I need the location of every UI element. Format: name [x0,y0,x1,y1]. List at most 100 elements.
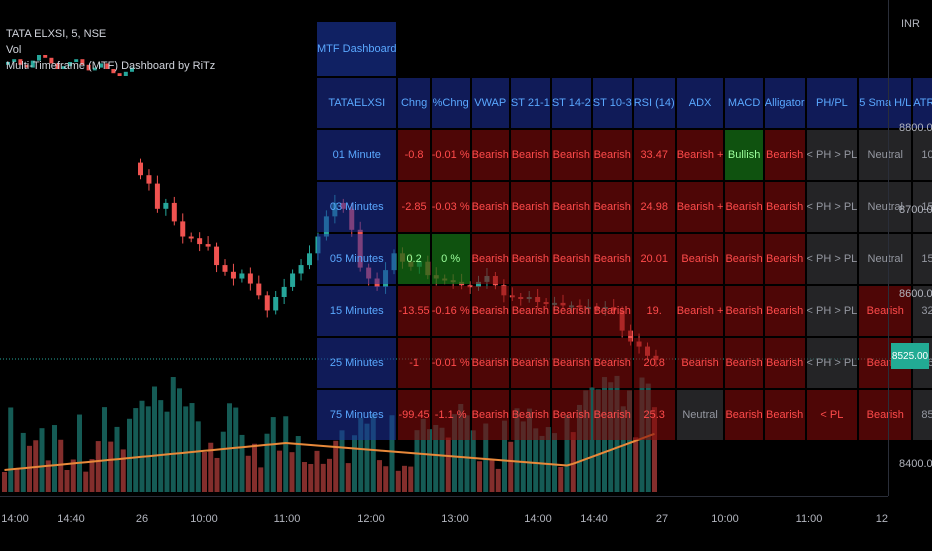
dashboard-cell: Bearish [592,130,632,180]
dashboard-cell: -2.85 [398,182,430,232]
volume-bar [258,467,264,492]
candle [111,69,116,74]
volume-bar [102,407,107,492]
price-label: 8800.00 [899,122,932,134]
timeframe-cell: 75 Minutes [317,390,397,440]
volume-bar [508,441,514,492]
candle [197,238,203,245]
dashboard-cell: Neutral [859,182,912,232]
candle [61,66,66,69]
dashboard-row: 75 Minutes -99.45 -1.1 % Bearish Bearish Bear… [317,390,932,440]
candle [92,67,97,71]
dashboard-cell: Bearish [510,234,550,284]
volume-bar [270,417,276,492]
dashboard-cell: Bearish [510,338,550,388]
dashboard-cell: < PH > PL [806,234,858,284]
dashboard-cell: 20.8 [633,338,675,388]
volume-bar [177,388,182,492]
candle [130,67,134,72]
dashboard-cell: Bearish [471,338,509,388]
dashboard-header: ADX [676,78,724,128]
volume-bar [408,466,414,492]
volume-bar [158,400,164,492]
dashboard-header: Chng [398,78,430,128]
dashboard-cell: < PH > PL [806,338,858,388]
dashboard-cell: Bearish [592,286,632,336]
time-label: 12 [875,513,888,525]
dashboard-cell: 32.12 [913,286,932,336]
dashboard-cell: Bearish [592,234,632,284]
dashboard-cell: Bearish [676,338,724,388]
volume-bar [414,430,420,492]
candle [6,62,10,65]
dashboard-cell: < PL [806,390,858,440]
volume-bar [208,442,214,492]
dashboard-cell: -0.16 % [431,286,470,336]
dashboard-cell: Bearish [471,234,509,284]
volume-bar [358,417,364,492]
volume-bar [64,470,70,492]
candle [99,63,103,68]
timeframe-cell: 01 Minute [317,130,397,180]
current-price-tag: 8525.00 [891,343,929,369]
volume-bar [445,437,451,492]
dashboard-cell: 20.01 [633,234,675,284]
dashboard-cell: Bearish [592,390,632,440]
volume-bar [239,434,245,492]
volume-bar [120,449,126,492]
candle [30,60,35,68]
volume-bar [8,407,14,492]
candle [80,59,85,65]
candle [307,253,312,266]
time-label: 12:00 [357,513,385,525]
time-axis[interactable]: 14:00 14:40 26 10:00 11:00 12:00 13:00 14:00 14:… [0,496,888,551]
dashboard-cell: Bearish [551,130,591,180]
volume-bar [564,414,570,492]
price-label: 8400.00 [899,458,932,470]
dashboard-cell: 24.98 [633,182,675,232]
dashboard-header: ST 10-3 [592,78,632,128]
candle [281,286,287,297]
candle [105,63,110,69]
candle [256,283,262,296]
volume-bar [627,390,632,492]
time-label: 11:00 [273,513,301,525]
volume-bar [427,429,432,492]
candle [37,55,41,61]
volume-label[interactable]: Vol [6,44,22,56]
volume-bar [570,432,576,492]
symbol-label[interactable]: TATA ELXSI, 5, NSE [6,28,107,40]
volume-bar [339,430,345,492]
candle [117,73,122,76]
dashboard-cell: Bearish [859,286,912,336]
candle [628,330,634,342]
volume-bar [502,420,507,492]
dashboard-title: MTF Dashboard [317,22,397,76]
volume-bar [245,455,251,492]
volume-bar [20,432,26,492]
candle [163,202,169,209]
volume-bar [383,466,389,492]
dashboard-cell: 10.38 [913,130,932,180]
candle [247,273,253,284]
candle [230,271,236,279]
price-axis[interactable]: INR 8800.00 8700.00 8600.00 8400.00 8525… [888,0,932,496]
dashboard-cell: Bearish [471,182,509,232]
dashboard-cell: Bearish [725,182,763,232]
dashboard-cell: 33.47 [633,130,675,180]
indicator-label[interactable]: Multi-Timeframe (MTF) Dashboard by RiTz [6,60,216,72]
dashboard-cell: Bearish + [676,182,724,232]
volume-bar [433,424,439,492]
candle [86,64,91,71]
volume-bar [295,436,301,492]
dashboard-cell: 15.13 [913,182,932,232]
volume-bar [302,462,307,492]
time-label: 26 [135,513,149,525]
candle [222,265,228,272]
candle [18,59,23,65]
volume-bar [189,403,195,492]
volume-bar [133,408,139,492]
volume-bar [152,386,157,492]
volume-bar [514,408,520,492]
dashboard-cell: Bearish [510,182,550,232]
